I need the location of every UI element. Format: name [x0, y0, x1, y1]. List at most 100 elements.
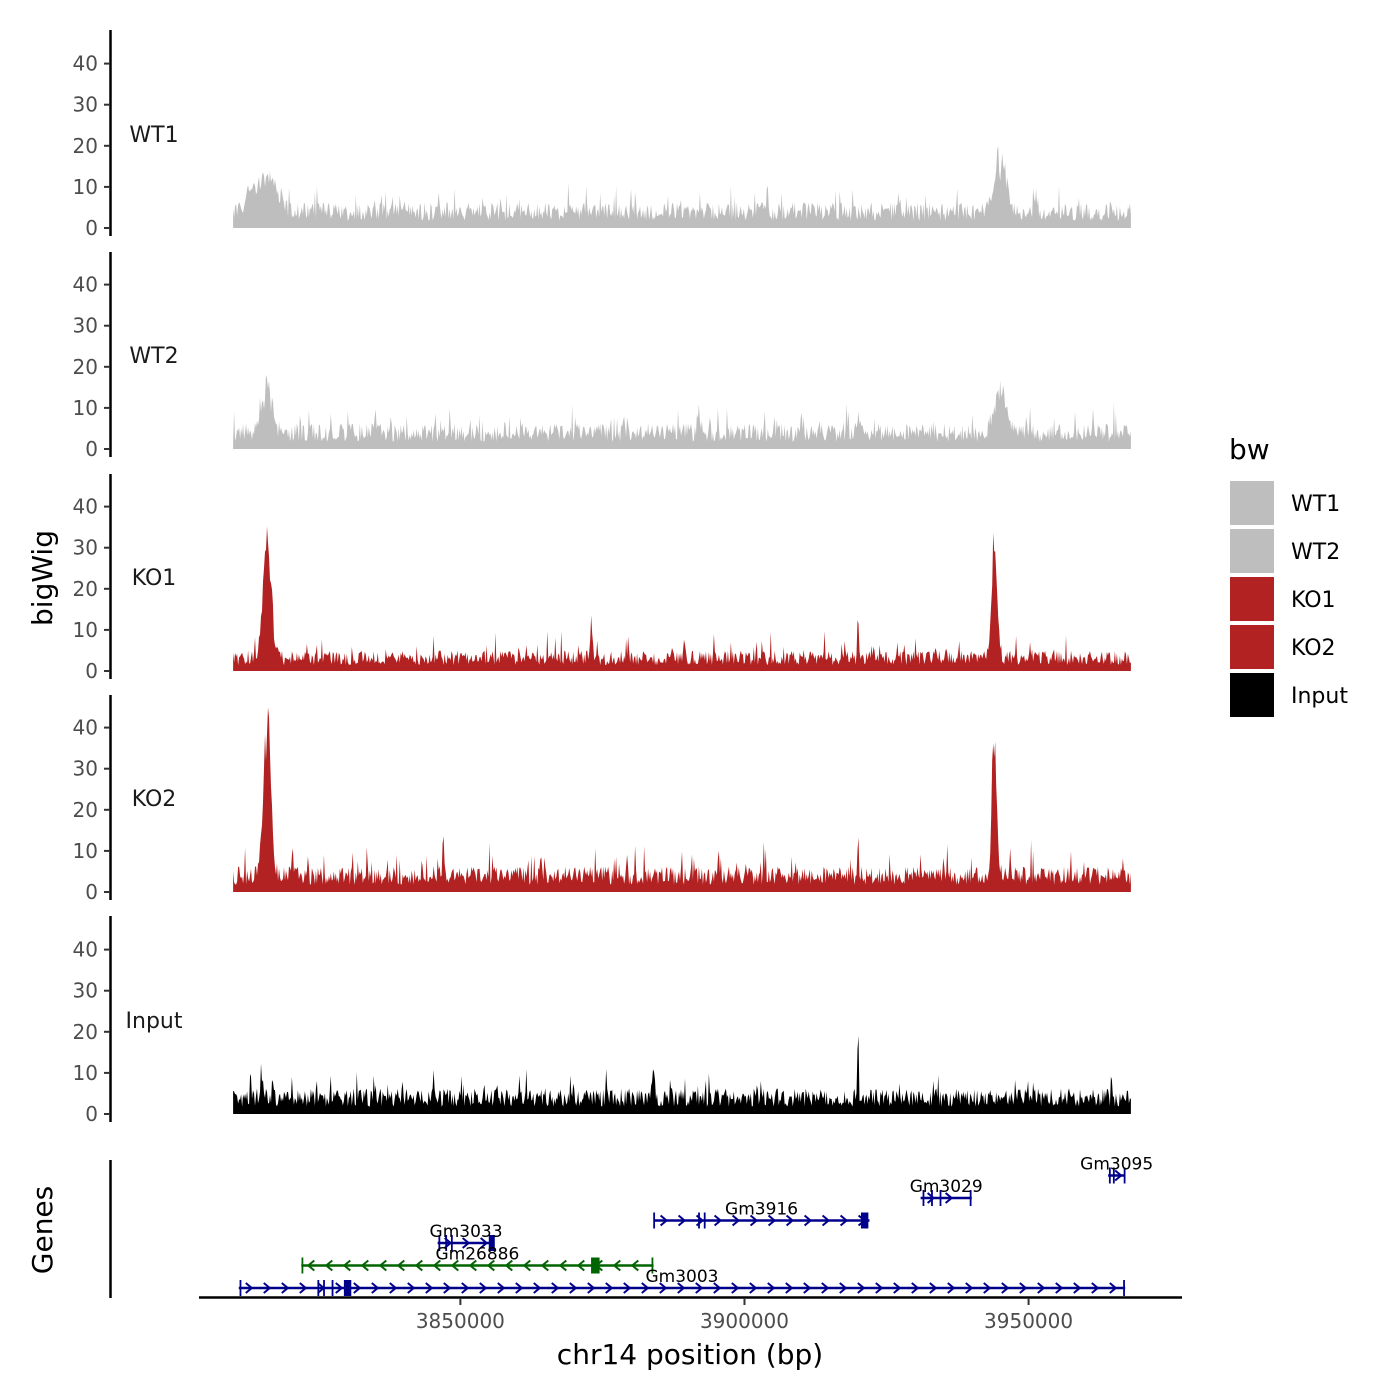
strand-chevron	[749, 1214, 759, 1227]
strand-chevron	[731, 1214, 741, 1227]
cds-block	[343, 1280, 352, 1296]
strand-chevron	[1019, 1282, 1028, 1294]
coverage-area-input	[233, 1035, 1131, 1114]
legend-swatch-input	[1228, 671, 1276, 719]
strand-chevron	[353, 1282, 362, 1294]
y-tick-label: 30	[73, 93, 98, 117]
strand-chevron	[1114, 1169, 1123, 1182]
track-ko2: 0 10 20 30 40 KO2	[73, 695, 1131, 904]
strand-chevron	[281, 1282, 290, 1294]
strand-chevron	[641, 1282, 650, 1294]
strand-chevron	[468, 1259, 477, 1272]
gene-gm3033: Gm3033	[430, 1222, 503, 1251]
cds-block	[591, 1257, 600, 1274]
strand-chevron	[342, 1259, 351, 1272]
y-tick-label: 0	[85, 659, 98, 683]
track-wt1: 0 10 20 30 40 WT1	[73, 30, 1131, 240]
strand-chevron	[533, 1282, 542, 1294]
y-tick-label: 10	[73, 175, 98, 199]
y-tick-label: 10	[73, 396, 98, 420]
track-input: 0 10 20 30 40 Input	[73, 916, 1131, 1126]
gene-label: Gm3095	[1080, 1155, 1153, 1175]
coverage-area-ko1	[233, 526, 1131, 671]
track-label: KO2	[132, 787, 177, 812]
strand-chevron	[1037, 1282, 1046, 1294]
strand-chevron	[443, 1282, 452, 1294]
strand-chevron	[944, 1192, 954, 1204]
strand-chevron	[677, 1214, 687, 1227]
strand-chevron	[677, 1282, 686, 1294]
strand-chevron	[569, 1282, 578, 1294]
x-axis-title: chr14 position (bp)	[557, 1338, 823, 1371]
signal-tracks: 0 10 20 30 40 WT1 0 10 20 30 40 WT2 0 10 20 30 40 KO1 0 10 2…	[73, 30, 1131, 1126]
strand-chevron	[767, 1282, 776, 1294]
strand-chevron	[1001, 1282, 1010, 1294]
strand-chevron	[479, 1282, 488, 1294]
strand-chevron	[857, 1282, 866, 1294]
strand-chevron	[659, 1282, 668, 1294]
strand-chevron	[821, 1214, 831, 1227]
strand-chevron	[480, 1237, 489, 1249]
strand-chevron	[497, 1282, 506, 1294]
gene-label: Gm3029	[910, 1177, 983, 1197]
legend-label-wt1: WT1	[1291, 492, 1340, 517]
track-ko1: 0 10 20 30 40 KO1	[73, 474, 1131, 683]
strand-chevron	[324, 1259, 333, 1272]
legend-label-input: Input	[1291, 684, 1348, 709]
strand-chevron	[407, 1282, 416, 1294]
strand-chevron	[263, 1282, 272, 1294]
strand-chevron	[462, 1237, 471, 1249]
x-tick-label: 3900000	[700, 1309, 789, 1333]
strand-chevron	[378, 1259, 387, 1272]
legend: bw WT1 WT2 KO1 KO2 Input	[1228, 433, 1348, 719]
legend-label-ko1: KO1	[1291, 588, 1336, 613]
strand-chevron	[371, 1282, 380, 1294]
strand-chevron	[965, 1282, 974, 1294]
strand-chevron	[587, 1282, 596, 1294]
strand-chevron	[893, 1282, 902, 1294]
y-tick-label: 20	[73, 577, 98, 601]
strand-chevron	[1055, 1282, 1064, 1294]
y-tick-label: 30	[73, 757, 98, 781]
strand-chevron	[947, 1282, 956, 1294]
strand-chevron	[713, 1214, 723, 1227]
strand-chevron	[803, 1214, 813, 1227]
y-tick-label: 0	[85, 1102, 98, 1126]
strand-chevron	[558, 1259, 567, 1272]
y-tick-label: 10	[73, 618, 98, 642]
track-label: WT1	[129, 123, 178, 148]
strand-chevron	[785, 1214, 795, 1227]
legend-swatch-wt1	[1228, 479, 1276, 527]
legend-swatch-ko1	[1228, 575, 1276, 623]
gene-label: Gm3916	[725, 1200, 798, 1220]
strand-chevron	[576, 1259, 585, 1272]
x-axis-ticks: 3850000 3900000 3950000	[416, 1298, 1073, 1333]
gene-label: Gm3033	[430, 1222, 503, 1242]
strand-chevron	[551, 1282, 560, 1294]
y-tick-label: 40	[73, 716, 98, 740]
x-tick-label: 3850000	[416, 1309, 505, 1333]
strand-chevron	[1073, 1282, 1082, 1294]
strand-chevron	[414, 1259, 423, 1272]
legend-label-ko2: KO2	[1291, 636, 1336, 661]
strand-chevron	[839, 1282, 848, 1294]
legend-label-wt2: WT2	[1291, 540, 1340, 565]
gene-gm3003: Gm3003	[238, 1267, 1126, 1296]
strand-chevron	[926, 1192, 936, 1204]
gene-label: Gm3003	[645, 1267, 718, 1287]
strand-chevron	[540, 1259, 549, 1272]
gene-gm26886: Gm26886	[301, 1245, 654, 1274]
strand-chevron	[522, 1259, 531, 1272]
strand-chevron	[335, 1282, 344, 1294]
strand-chevron	[450, 1259, 459, 1272]
y-tick-label: 40	[73, 495, 98, 519]
y-tick-label: 20	[73, 355, 98, 379]
strand-chevron	[911, 1282, 920, 1294]
y-tick-label: 20	[73, 1020, 98, 1044]
coverage-area-wt1	[233, 146, 1131, 228]
y-tick-label: 0	[85, 880, 98, 904]
strand-chevron	[785, 1282, 794, 1294]
legend-swatch-wt2	[1228, 527, 1276, 575]
coverage-area-wt2	[233, 374, 1131, 449]
legend-swatch-ko2	[1228, 623, 1276, 671]
